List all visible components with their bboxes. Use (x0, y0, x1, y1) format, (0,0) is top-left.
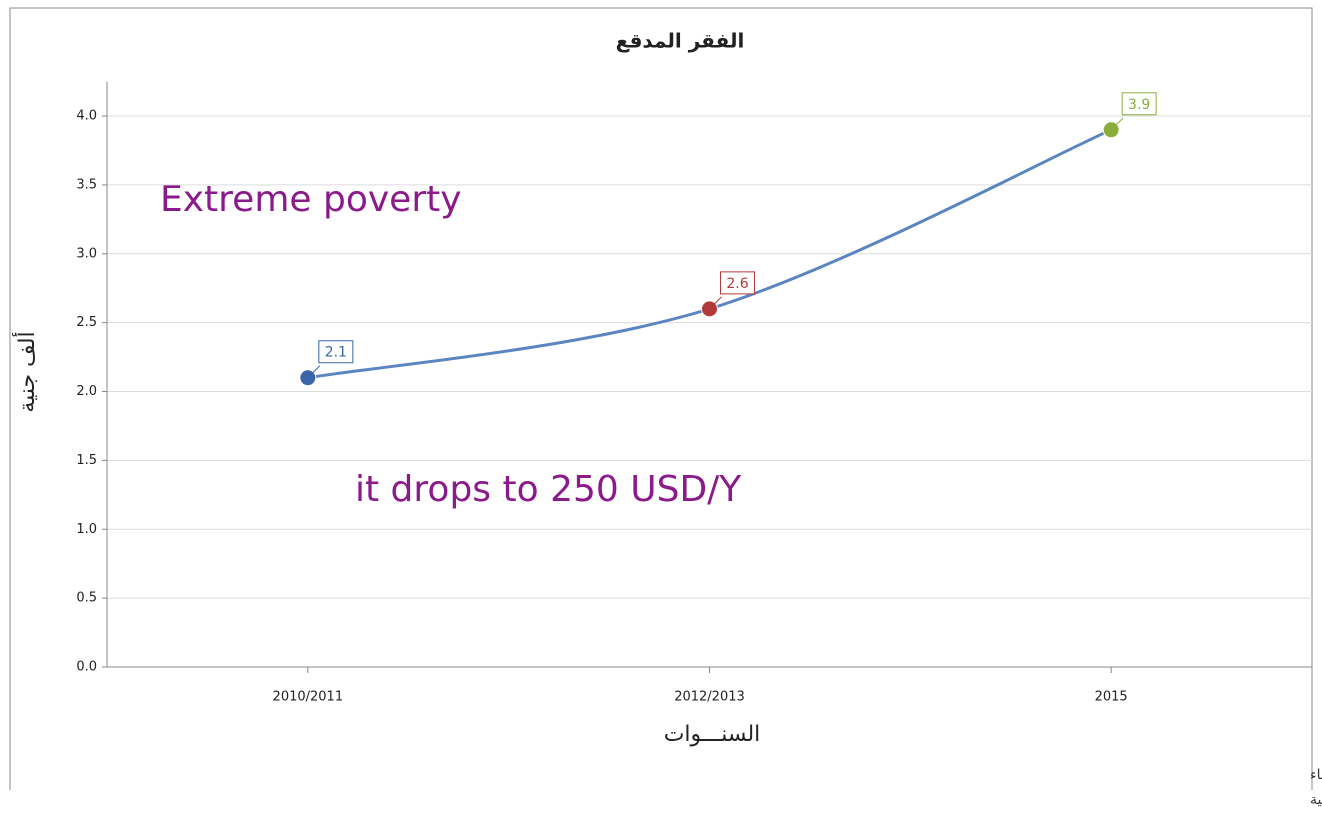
y-tick-label: 2.5 (76, 315, 97, 330)
y-tick-label: 3.5 (76, 177, 97, 192)
label-leader (1110, 117, 1124, 131)
label-box (720, 271, 755, 295)
chart-title: الفقر المدقع (616, 29, 745, 53)
y-tick-label: 0.5 (76, 591, 97, 606)
x-tick-label: 2010/2011 (273, 690, 344, 705)
footer-line: حقوق الملكية للجهــــاز المركزي للتعبئة … (1310, 765, 1322, 783)
x-tick-label: 2012/2013 (674, 690, 745, 705)
label-box (318, 340, 354, 364)
data-label: 2.6 (726, 276, 748, 292)
y-tick-label: 2.0 (76, 384, 97, 399)
label-box (1121, 92, 1157, 116)
label-leader (709, 296, 722, 310)
y-axis-label: ألف جنية (12, 331, 40, 412)
y-tick-label: 0.0 (76, 660, 97, 675)
footer-line: المصدر الأسـاسـي للأحصاءات الرسـمية لجمه… (1310, 790, 1322, 808)
y-tick-label: 3.0 (76, 246, 97, 261)
x-axis-label: السنـــوات (664, 722, 761, 747)
label-leader (307, 365, 321, 379)
y-tick-label: 1.0 (76, 522, 97, 537)
annotation: it drops to 250 USD/Y (355, 469, 742, 510)
y-tick-label: 1.5 (76, 453, 97, 468)
frame (9, 7, 1313, 790)
y-tick-label: 4.0 (76, 109, 97, 124)
data-label: 2.1 (325, 345, 347, 361)
x-tick-label: 2015 (1095, 690, 1128, 705)
data-label: 3.9 (1128, 97, 1150, 113)
annotation: Extreme poverty (160, 179, 462, 220)
